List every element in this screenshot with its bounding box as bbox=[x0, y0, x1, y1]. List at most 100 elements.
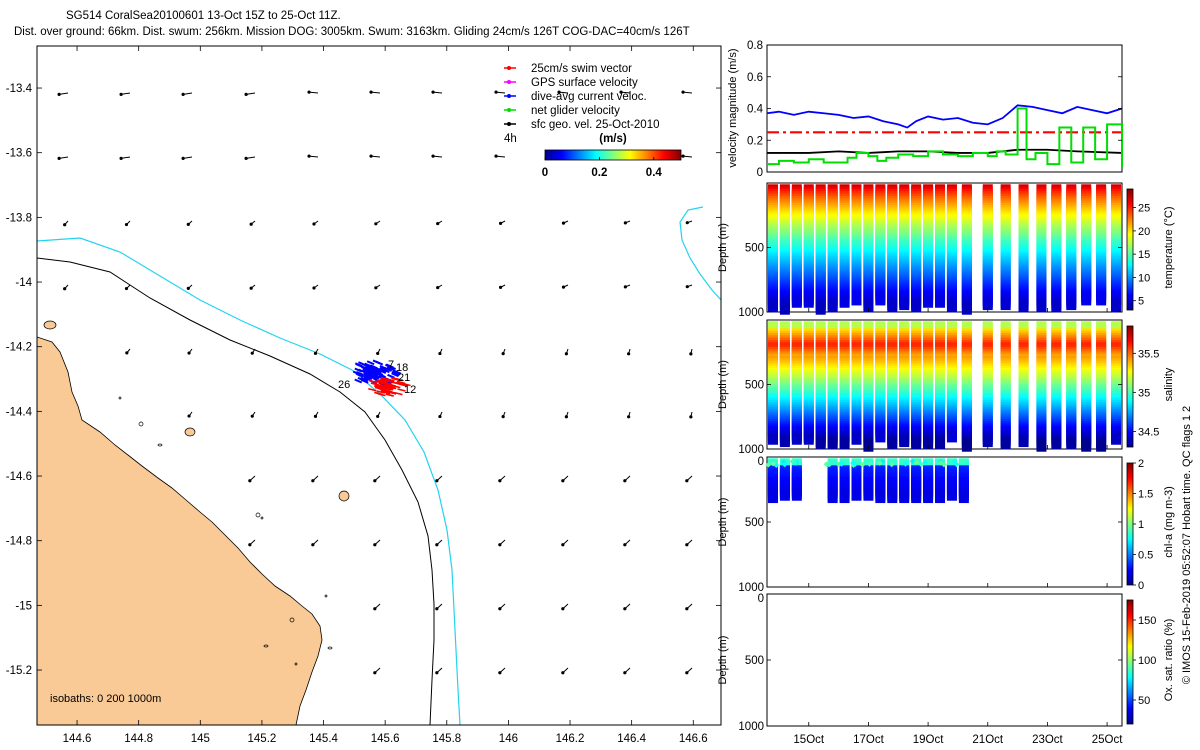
geo-velocity-arrowhead bbox=[250, 414, 254, 418]
geo-velocity-arrowhead bbox=[561, 285, 566, 289]
profile-cell bbox=[839, 491, 850, 504]
swim-vector bbox=[374, 386, 384, 391]
swim-vector bbox=[386, 390, 396, 394]
section-x-tick-label: 21Oct bbox=[972, 734, 1003, 746]
geo-velocity-arrowhead bbox=[376, 414, 380, 419]
swim-vector bbox=[391, 381, 400, 385]
swim-vector bbox=[376, 378, 386, 383]
dac-vector bbox=[356, 370, 364, 376]
section-colorbar-label: salinity bbox=[1163, 367, 1175, 401]
geo-velocity-arrowhead bbox=[435, 543, 439, 547]
section-colorbar bbox=[1126, 188, 1134, 311]
section-x-tick-label: 15Oct bbox=[793, 734, 824, 746]
island bbox=[255, 512, 261, 518]
section-colorbar-label: Ox. sat. ratio (%) bbox=[1163, 619, 1175, 702]
geo-velocity-arrowhead bbox=[373, 671, 377, 675]
credit-line: © IMOS 15-Feb-2019 05:52:07 Hobart time.… bbox=[1181, 406, 1193, 684]
surface-geostrophic-velocity-field bbox=[57, 90, 693, 675]
chl-surface-point bbox=[888, 461, 895, 468]
section-colorbar-tick-label: 1 bbox=[1138, 519, 1144, 531]
dac-vector bbox=[367, 369, 376, 375]
dac-vector bbox=[379, 365, 388, 370]
swim-vector bbox=[396, 380, 406, 385]
profile-cell bbox=[911, 437, 922, 450]
geo-velocity-arrowhead bbox=[312, 222, 316, 226]
swim-vector bbox=[386, 385, 395, 389]
profile-cell bbox=[911, 491, 922, 504]
profile-cell bbox=[923, 437, 934, 450]
geo-velocity-arrowhead bbox=[187, 351, 191, 355]
profile-cell bbox=[791, 295, 802, 308]
profile-cell bbox=[815, 302, 826, 315]
geo-velocity-arrowhead bbox=[312, 286, 316, 290]
geo-velocity-arrowhead bbox=[685, 221, 689, 225]
map-y-ticks: -13.4 -13.6 -13.8 -14 -14.2 -14.4 -14.6 -14.8 -1… bbox=[6, 83, 721, 677]
dac-vector bbox=[357, 376, 366, 382]
legend-label: 25cm/s swim vector bbox=[531, 63, 632, 75]
profile-cell bbox=[779, 488, 790, 501]
profile-cell bbox=[779, 435, 790, 448]
section-colorbar-tick-label: 0.5 bbox=[1138, 550, 1153, 562]
geo-velocity-arrowhead bbox=[124, 286, 129, 291]
geo-velocity-arrowhead bbox=[498, 671, 502, 675]
geo-velocity-arrowhead bbox=[63, 223, 67, 227]
dac-vector bbox=[371, 374, 380, 380]
dac-vector bbox=[360, 376, 369, 382]
section-colorbar-tick-label: 0 bbox=[1138, 580, 1144, 592]
geo-velocity-arrowhead bbox=[373, 543, 377, 547]
geo-velocity-arrowhead bbox=[501, 415, 505, 419]
geo-velocity-arrowhead bbox=[244, 156, 248, 160]
dac-vector bbox=[358, 361, 366, 367]
velocity-y-tick-label: 0.8 bbox=[747, 40, 763, 52]
geo-velocity-arrowhead bbox=[627, 352, 631, 356]
swim-vector bbox=[379, 378, 389, 383]
section-colorbar-tick-label: 100 bbox=[1138, 655, 1156, 667]
geo-velocity-arrowhead bbox=[498, 479, 502, 483]
colorbar-unit-label: (m/s) bbox=[599, 133, 627, 145]
legend-marker bbox=[507, 66, 511, 70]
colorbar-tick-label: 0 bbox=[542, 167, 548, 179]
geo-velocity-arrowhead bbox=[564, 352, 568, 356]
section-y-label: Depth (m) bbox=[717, 636, 729, 685]
section-y-tick-label: 1000 bbox=[738, 582, 764, 594]
profile-cell bbox=[803, 295, 814, 308]
dac-vector bbox=[393, 369, 402, 375]
profile-cell bbox=[935, 491, 946, 504]
geo-velocity-arrowhead bbox=[311, 479, 315, 483]
map-y-tick-label: -15.2 bbox=[6, 665, 32, 677]
profile-cell bbox=[1051, 300, 1062, 313]
profile-cell bbox=[1018, 435, 1029, 448]
geo-velocity-arrowhead bbox=[498, 543, 502, 547]
geo-velocity-arrowhead bbox=[248, 543, 252, 547]
profile-cell bbox=[1000, 437, 1011, 450]
dac-vector bbox=[373, 369, 382, 375]
map-y-tick-label: -13.6 bbox=[6, 148, 32, 160]
section-y-tick-label: 500 bbox=[745, 517, 764, 529]
map-y-tick-label: -14.2 bbox=[6, 342, 32, 354]
island bbox=[294, 662, 298, 666]
chl-surface-point bbox=[958, 458, 964, 464]
profile-cell bbox=[1036, 439, 1047, 452]
profile-cell bbox=[791, 488, 802, 501]
section-colorbar-tick-label: 50 bbox=[1138, 695, 1150, 707]
geo-velocity-arrowhead bbox=[623, 221, 627, 225]
profile-cell bbox=[961, 439, 972, 452]
profile-cell bbox=[935, 437, 946, 450]
velocity-y-tick-label: 0.4 bbox=[747, 104, 764, 116]
reef-islands bbox=[43, 320, 350, 666]
island bbox=[138, 421, 144, 427]
legend-label: net glider velocity bbox=[531, 105, 620, 117]
velocity-y-tick-label: 0.6 bbox=[747, 72, 763, 84]
geo-velocity-arrowhead bbox=[494, 90, 498, 94]
profile-cell bbox=[961, 302, 972, 315]
map-y-tick-label: -14.4 bbox=[6, 406, 33, 418]
swim-vector bbox=[387, 383, 396, 387]
profile-cell bbox=[767, 432, 778, 445]
section-panel-temp: 500 1000 Depth (m) 5 10 15 20 25 temperature (°C… bbox=[717, 182, 1175, 319]
profile-cell bbox=[827, 300, 838, 313]
geo-velocity-arrowhead bbox=[124, 222, 129, 227]
